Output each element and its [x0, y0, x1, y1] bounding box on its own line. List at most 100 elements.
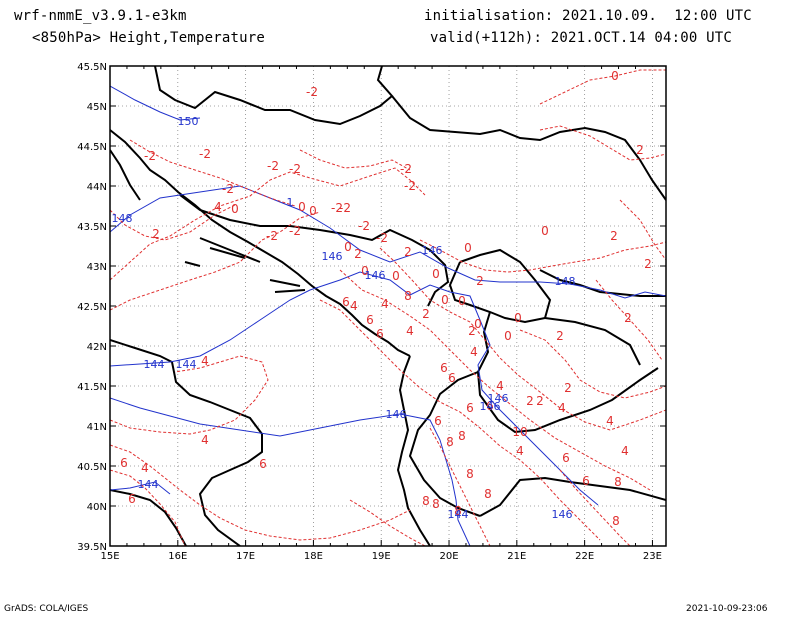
init-time: initialisation: 2021.10.09. 12:00 UTC	[424, 8, 752, 24]
valid-time: valid(+112h): 2021.OCT.14 04:00 UTC	[430, 30, 733, 46]
temp-contour-label: 6	[440, 361, 448, 375]
temp-contour-label: -2	[306, 85, 318, 99]
temperature-contours	[110, 69, 666, 546]
temp-contour-label: 6	[342, 295, 350, 309]
temp-contour-label: 8	[614, 475, 622, 489]
temp-contour-label: 4	[516, 444, 524, 458]
temp-contour-label: 6	[582, 474, 590, 488]
lat-tick-label: 45.5N	[77, 62, 107, 73]
temp-contour-label: 2	[556, 329, 564, 343]
height-contour-label: 144	[176, 358, 197, 371]
temp-contour-label: 4	[496, 379, 504, 393]
temp-contour-label: 0	[309, 204, 317, 218]
height-contour-label: 148	[555, 275, 576, 288]
graticule	[109, 65, 666, 547]
temp-contour-label: 6	[128, 492, 136, 506]
temp-contour-label: 2	[354, 247, 362, 261]
temp-contour-label: 4	[406, 324, 414, 338]
temp-contour-label: 0	[458, 294, 466, 308]
temp-contour-label: 2	[564, 381, 572, 395]
coast-italy-heel	[110, 489, 187, 546]
istria	[110, 149, 141, 201]
lat-tick-label: 43.5N	[77, 222, 107, 233]
temp-contour-label: 4	[214, 200, 222, 214]
temp-contour-label: 0	[441, 293, 449, 307]
temp-contour-label: 2	[644, 257, 652, 271]
temp-contour-1	[110, 167, 426, 281]
height-contour-label: 146	[480, 400, 501, 413]
temp-contour-label: 0	[474, 317, 482, 331]
temp-contour-label: 2	[636, 143, 644, 157]
coastlines	[110, 66, 666, 546]
height-contour-label: 146	[552, 508, 573, 521]
lon-tick-label: 22E	[575, 551, 594, 562]
temp-contour-label: -2	[400, 162, 412, 176]
temp-contour-18	[619, 199, 666, 261]
lon-tick-label: 23E	[643, 551, 662, 562]
temp-contour-label: 4	[470, 345, 478, 359]
temp-contour-label: 6	[120, 456, 128, 470]
border-serbia-bg	[539, 269, 666, 297]
lat-tick-label: 42.5N	[77, 302, 107, 313]
height-contour-label: 1	[287, 196, 294, 209]
height-contour-label: 150	[178, 115, 199, 128]
coast-italy	[110, 339, 263, 546]
height-contour-label: 146	[386, 408, 407, 421]
lat-tick-label: 44N	[87, 182, 107, 193]
temp-contour-label: 4	[606, 414, 614, 428]
temp-contour-label: 8	[422, 494, 430, 508]
height-contour-label: 146	[488, 392, 509, 405]
temp-contour-label: 8	[484, 487, 492, 501]
temp-contour-label: 2	[624, 311, 632, 325]
temp-contour-17	[349, 499, 426, 546]
temp-contour-label: 6	[376, 327, 384, 341]
temp-contour-label: -2	[331, 201, 343, 215]
lat-tick-label: 39.5N	[77, 542, 107, 553]
axis-ticks: 15E 16E 17E 18E 19E 20E 21E 22E 23E 45.5N 45N 44.5N…	[77, 62, 666, 562]
temp-contour-label: -2	[358, 219, 370, 233]
lat-tick-label: 43N	[87, 262, 107, 273]
temp-contour-label: 4	[141, 461, 149, 475]
level-title: <850hPa> Height,Temperature	[32, 30, 265, 46]
temp-contour-label: 8	[466, 467, 474, 481]
temp-contour-label: -2	[266, 229, 278, 243]
lat-tick-label: 41.5N	[77, 382, 107, 393]
temp-contour-label: 6	[259, 457, 267, 471]
temp-contour-label: 6	[366, 313, 374, 327]
temp-contour-label: 4	[621, 444, 629, 458]
temp-contour-label: -2	[376, 231, 388, 245]
temp-contour-label: 0	[432, 267, 440, 281]
temp-contour-8	[110, 469, 186, 546]
lon-tick-label: 19E	[372, 551, 391, 562]
height-contour-label: 144	[144, 358, 165, 371]
temp-contour-6	[110, 355, 269, 435]
temp-contour-4	[110, 204, 236, 241]
temp-contour-label: -2	[289, 162, 301, 176]
temp-contour-label: 2	[536, 394, 544, 408]
temp-contour-label: 6	[434, 414, 442, 428]
temp-contour-10	[339, 269, 651, 491]
temp-contour-label: -2	[199, 147, 211, 161]
lon-tick-label: 21E	[507, 551, 526, 562]
temp-contour-label: 4	[350, 299, 358, 313]
height-contour-label: 148	[112, 212, 133, 225]
lon-tick-label: 16E	[168, 551, 187, 562]
temp-contour-3	[539, 125, 666, 161]
temp-contour-label: 0	[464, 241, 472, 255]
temp-contour-label: -2	[144, 149, 156, 163]
temp-contour-11	[379, 247, 666, 431]
temp-contour-label: 2	[152, 227, 160, 241]
temp-contour-label: 0	[392, 269, 400, 283]
temp-contour-label: 2	[468, 324, 476, 338]
height-contour-144b	[110, 481, 171, 495]
temp-contour-label: 0	[231, 202, 239, 216]
temp-contour-label: 0	[361, 264, 369, 278]
temp-contour-label: 6	[486, 399, 494, 413]
temp-contour-label: 2	[526, 394, 534, 408]
height-contours	[110, 85, 666, 546]
temp-contour-label: 8	[404, 289, 412, 303]
temp-contour-label: 6	[466, 401, 474, 415]
height-contour-label: 146	[365, 269, 386, 282]
